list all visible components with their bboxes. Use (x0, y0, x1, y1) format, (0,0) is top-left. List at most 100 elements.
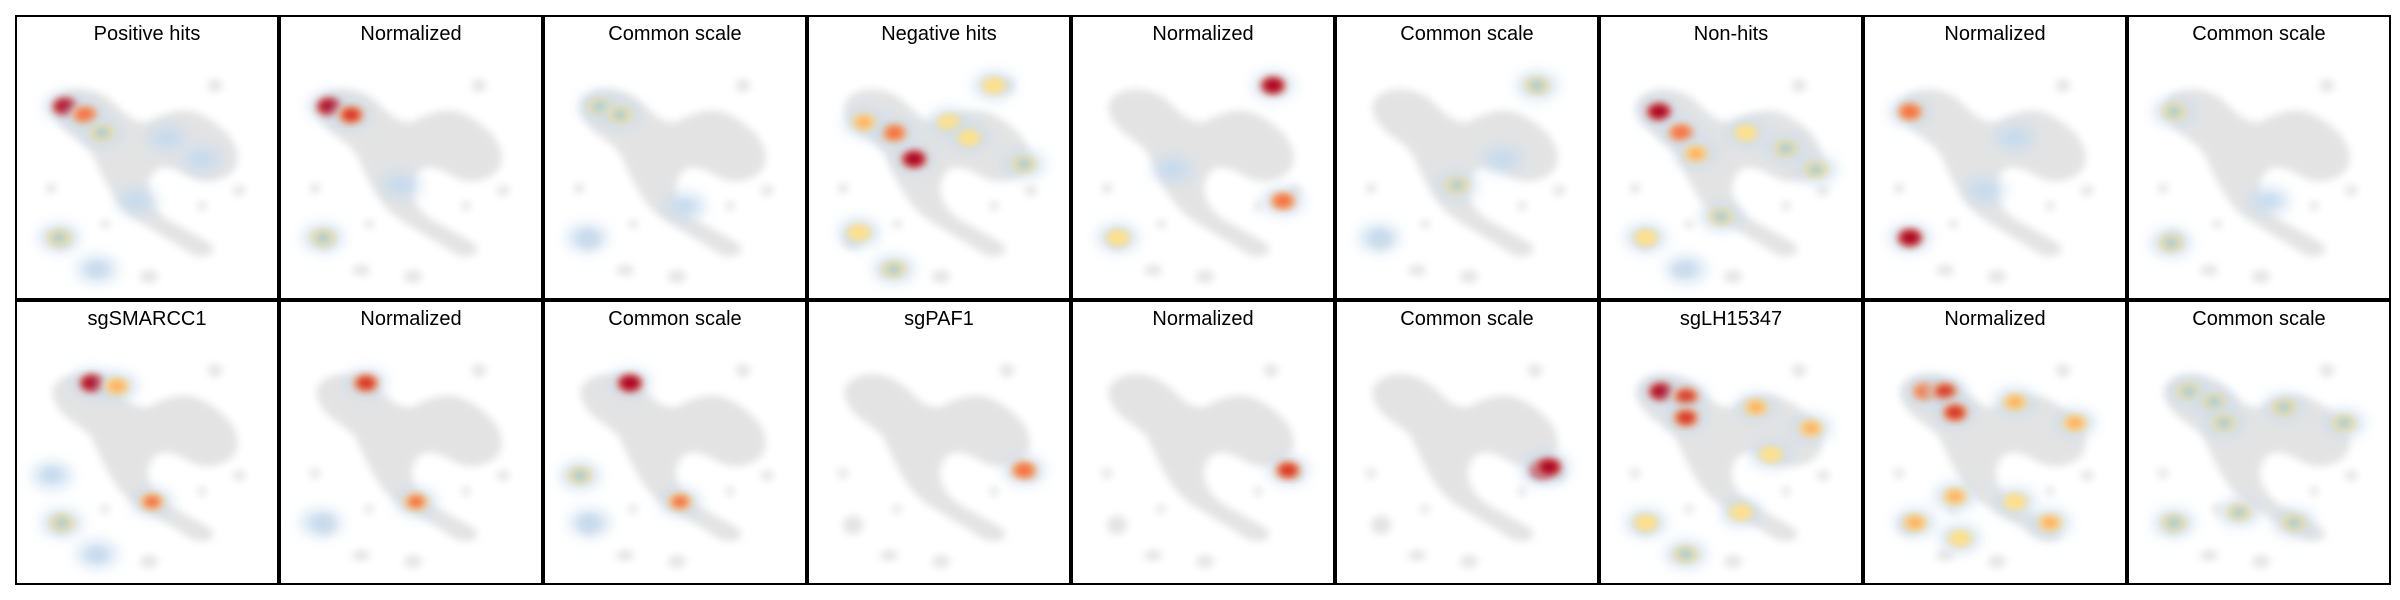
density-hotspot (851, 227, 867, 238)
panel-frame (1335, 15, 1599, 300)
density-hotspot (1687, 147, 1705, 160)
embedding-region (1553, 185, 1565, 196)
density-hotspot (986, 80, 1002, 91)
panel-frame (1335, 300, 1599, 585)
embedding-region (46, 183, 56, 194)
density-hotspot (1274, 194, 1292, 208)
embedding-region (2345, 470, 2357, 481)
density-hotspot (2262, 196, 2276, 206)
panel-title: Common scale (608, 23, 741, 45)
embedding-region (1630, 183, 1640, 194)
embedding-region (1528, 364, 1542, 377)
embedding-region (1108, 374, 1294, 542)
embedding-background (1366, 364, 1565, 568)
embedding-region (628, 219, 638, 229)
embedding-region (1782, 201, 1790, 212)
embedding-region (1420, 504, 1430, 514)
embedding-region (1366, 183, 1376, 194)
density-layer (1522, 454, 1569, 484)
embedding-region (1408, 265, 1426, 276)
embedding-region (1900, 89, 2086, 257)
density-hotspot (1802, 422, 1820, 434)
embedding-region (1988, 555, 2006, 568)
density-hotspot (407, 495, 425, 508)
embedding-region (1254, 486, 1262, 497)
embedding-region (1107, 515, 1127, 535)
embedding-region (1025, 185, 1037, 196)
embedding-region (198, 201, 206, 212)
panel: Normalized (1071, 300, 1335, 585)
embedding-region (462, 486, 470, 497)
density-hotspot (1679, 264, 1693, 274)
panel: Common scale (543, 15, 807, 300)
embedding-region (880, 550, 898, 561)
embedding-region (1792, 79, 1806, 92)
embedding-region (472, 364, 486, 377)
panel-title: Non-hits (1694, 23, 1768, 45)
density-hotspot (1676, 411, 1696, 425)
embedding-region (364, 504, 374, 514)
panel-title: Common scale (1400, 308, 1533, 330)
density-layer (1359, 72, 1557, 251)
embedding-region (1228, 129, 1268, 141)
panel: Normalized (279, 300, 543, 585)
density-hotspot (2166, 106, 2182, 117)
embedding-region (1817, 470, 1829, 481)
embedding-region (1518, 201, 1526, 212)
embedding-region (932, 270, 950, 283)
density-hotspot (1263, 78, 1283, 93)
embedding-region (1372, 374, 1558, 542)
embedding-region (1936, 265, 1954, 276)
density-hotspot (855, 116, 873, 128)
embedding-region (2081, 470, 2093, 481)
density-hotspot (45, 470, 59, 481)
embedding-region (436, 414, 476, 426)
embedding-background (310, 364, 509, 568)
embedding-region (726, 486, 734, 497)
panel: Normalized (1863, 15, 2127, 300)
density-hotspot (2181, 386, 2197, 397)
density-hotspot (314, 518, 328, 528)
embedding-region (761, 470, 773, 481)
density-hotspot (1906, 516, 1924, 529)
density-hotspot (1678, 549, 1694, 560)
density-hotspot (51, 232, 67, 243)
embedding-region (352, 265, 370, 276)
embedding-region (580, 374, 766, 542)
embedding-region (404, 270, 422, 283)
density-hotspot (90, 264, 104, 274)
embedding-region (2212, 219, 2222, 229)
density-hotspot (2008, 133, 2022, 143)
panel: sgLH15347 (1599, 300, 1863, 585)
panel-title: sgLH15347 (1680, 308, 1782, 330)
density-hotspot (54, 517, 70, 528)
embedding-region (668, 555, 686, 568)
embedding-region (844, 374, 1030, 542)
density-hotspot (1014, 463, 1034, 477)
density-hotspot (1676, 390, 1696, 404)
embedding-region (2158, 468, 2168, 479)
panel-title: Normalized (1944, 308, 2045, 330)
embedding-region (352, 550, 370, 561)
embedding-region (1460, 555, 1478, 568)
density-hotspot (394, 180, 408, 190)
density-hotspot (1529, 80, 1545, 91)
embedding-region (233, 185, 245, 196)
embedding-region (1817, 185, 1829, 196)
embedding-region (843, 515, 863, 535)
panel-title: Normalized (360, 23, 461, 45)
panel-frame (1599, 300, 1863, 585)
panel: Common scale (2127, 300, 2391, 585)
density-hotspot (75, 108, 95, 122)
panel: sgSMARCC1 (15, 300, 279, 585)
density-hotspot (572, 470, 588, 481)
embedding-region (736, 364, 750, 377)
density-hotspot (2041, 516, 2059, 529)
embedding-region (1371, 515, 1391, 535)
density-hotspot (904, 152, 924, 166)
panel-title: Common scale (608, 308, 741, 330)
density-hotspot (108, 380, 126, 393)
embedding-region (1144, 265, 1162, 276)
panel: Normalized (1071, 15, 1335, 300)
embedding-region (2320, 79, 2334, 92)
